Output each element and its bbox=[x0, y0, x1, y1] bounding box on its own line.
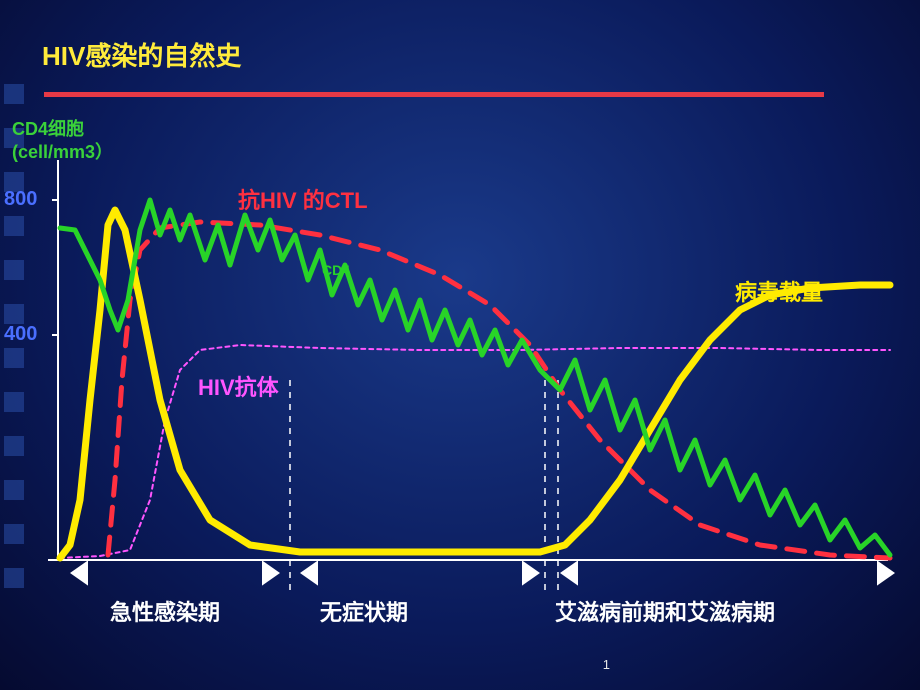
phase-label: 艾滋病前期和艾滋病期 bbox=[555, 595, 775, 627]
phase-label: 急性感染期 bbox=[110, 595, 220, 627]
antibody-label: HIV抗体 bbox=[198, 370, 279, 402]
viral-load-label: 病毒载量 bbox=[735, 275, 823, 307]
chart-canvas bbox=[0, 0, 920, 690]
cd4-series-label: CD4 bbox=[322, 262, 350, 278]
ctl-label: 抗HIV 的CTL bbox=[238, 183, 368, 215]
page-number: 1 bbox=[603, 657, 610, 672]
phase-label: 无症状期 bbox=[320, 595, 408, 627]
